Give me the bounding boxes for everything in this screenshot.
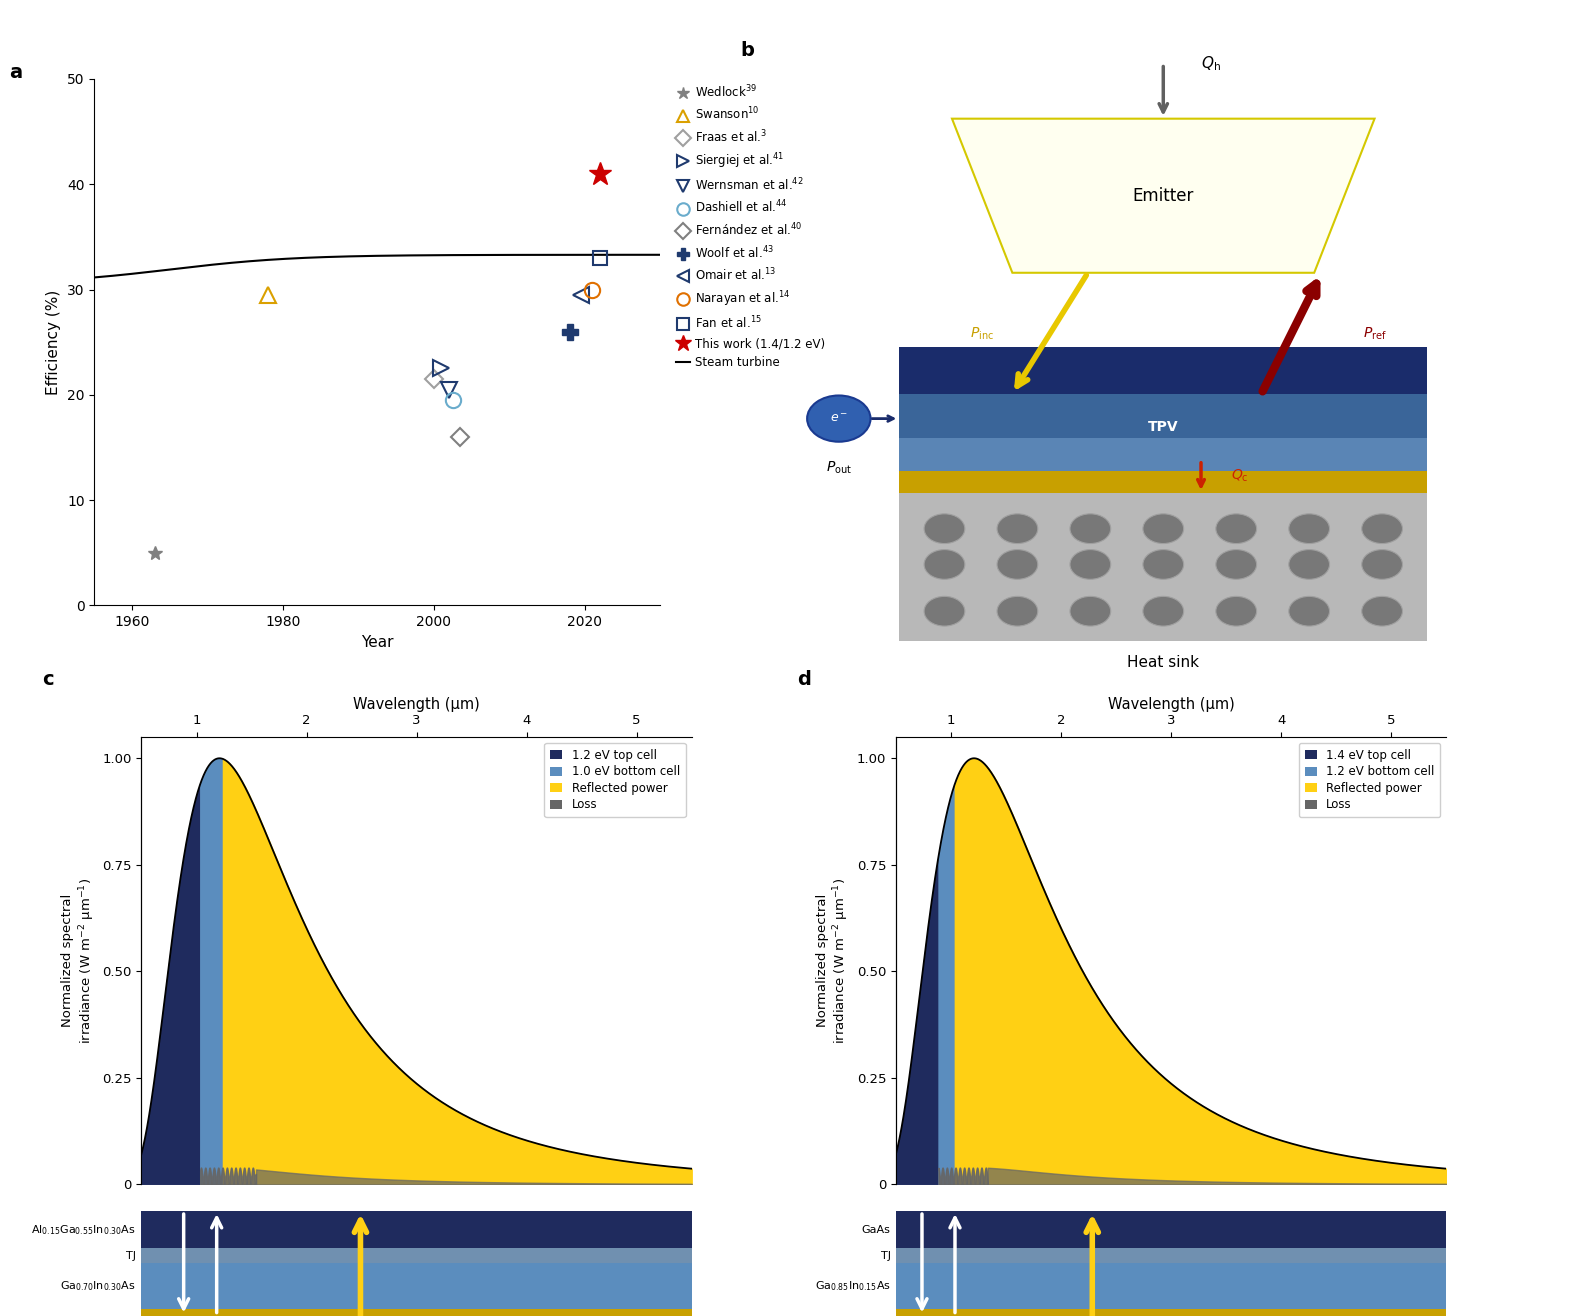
Text: $P_{\mathrm{ref}}$: $P_{\mathrm{ref}}$ — [1363, 325, 1387, 342]
Bar — [899, 347, 1427, 393]
Circle shape — [997, 596, 1038, 626]
Circle shape — [1361, 513, 1402, 544]
Circle shape — [1361, 550, 1402, 579]
Bar — [896, 1308, 1446, 1316]
Bar — [899, 438, 1427, 471]
Circle shape — [1071, 596, 1111, 626]
X-axis label: Wavelength (μm): Wavelength (μm) — [1108, 696, 1234, 712]
Bar — [896, 1211, 1446, 1248]
Bar — [899, 494, 1427, 641]
Text: c: c — [42, 670, 53, 688]
Text: Ga$_{0.85}$In$_{0.15}$As: Ga$_{0.85}$In$_{0.15}$As — [814, 1279, 890, 1294]
Text: TPV: TPV — [1148, 420, 1179, 434]
Text: Heat sink: Heat sink — [1127, 655, 1199, 670]
Text: GaAs: GaAs — [861, 1225, 890, 1234]
Text: $P_{\mathrm{inc}}$: $P_{\mathrm{inc}}$ — [970, 325, 994, 342]
Text: b: b — [740, 41, 755, 59]
Circle shape — [924, 513, 965, 544]
Circle shape — [1215, 513, 1256, 544]
Circle shape — [924, 550, 965, 579]
Text: $Q_{\mathrm{h}}$: $Q_{\mathrm{h}}$ — [1201, 54, 1221, 72]
Circle shape — [1071, 550, 1111, 579]
Circle shape — [1215, 596, 1256, 626]
Legend: 1.2 eV top cell, 1.0 eV bottom cell, Reflected power, Loss: 1.2 eV top cell, 1.0 eV bottom cell, Ref… — [544, 742, 685, 817]
Legend: Wedlock$^{39}$, Swanson$^{10}$, Fraas et al.$^{3}$, Siergiej et al.$^{41}$, Wern: Wedlock$^{39}$, Swanson$^{10}$, Fraas et… — [671, 79, 830, 374]
Text: 1.2 eV: 1.2 eV — [696, 1225, 733, 1234]
Y-axis label: Normalized spectral
irradiance (W m$^{-2}$ μm$^{-1}$): Normalized spectral irradiance (W m$^{-2… — [61, 878, 97, 1044]
X-axis label: Wavelength (μm): Wavelength (μm) — [354, 696, 479, 712]
Circle shape — [1289, 513, 1330, 544]
Bar — [899, 471, 1427, 494]
Text: 1.4 eV: 1.4 eV — [1451, 1225, 1487, 1234]
Circle shape — [806, 396, 871, 442]
Bar — [141, 1308, 692, 1316]
Bar — [141, 1248, 692, 1263]
Circle shape — [1143, 513, 1184, 544]
Text: d: d — [797, 670, 811, 688]
Text: $e^-$: $e^-$ — [830, 412, 847, 425]
Text: $P_{\mathrm{out}}$: $P_{\mathrm{out}}$ — [825, 459, 852, 476]
Text: a: a — [9, 63, 22, 82]
Bar — [141, 1211, 692, 1248]
Text: 1.0 eV: 1.0 eV — [696, 1282, 733, 1291]
Y-axis label: Efficiency (%): Efficiency (%) — [47, 290, 61, 395]
Circle shape — [1071, 513, 1111, 544]
Circle shape — [997, 513, 1038, 544]
Text: Emitter: Emitter — [1132, 187, 1195, 205]
Text: TJ: TJ — [880, 1252, 890, 1261]
Bar — [896, 1248, 1446, 1263]
Circle shape — [1361, 596, 1402, 626]
X-axis label: Year: Year — [362, 634, 393, 650]
Circle shape — [1143, 550, 1184, 579]
Bar — [896, 1263, 1446, 1308]
Text: Ga$_{0.70}$In$_{0.30}$As: Ga$_{0.70}$In$_{0.30}$As — [60, 1279, 135, 1294]
Legend: 1.4 eV top cell, 1.2 eV bottom cell, Reflected power, Loss: 1.4 eV top cell, 1.2 eV bottom cell, Ref… — [1298, 742, 1440, 817]
Circle shape — [924, 596, 965, 626]
Y-axis label: Normalized spectral
irradiance (W m$^{-2}$ μm$^{-1}$): Normalized spectral irradiance (W m$^{-2… — [816, 878, 852, 1044]
Bar — [141, 1263, 692, 1308]
Circle shape — [1215, 550, 1256, 579]
Text: Al$_{0.15}$Ga$_{0.55}$In$_{0.30}$As: Al$_{0.15}$Ga$_{0.55}$In$_{0.30}$As — [31, 1223, 135, 1237]
Circle shape — [997, 550, 1038, 579]
Text: TJ: TJ — [126, 1252, 135, 1261]
Circle shape — [1289, 596, 1330, 626]
Polygon shape — [953, 118, 1374, 272]
Circle shape — [1143, 596, 1184, 626]
Text: $Q_{\mathrm{c}}$: $Q_{\mathrm{c}}$ — [1231, 467, 1248, 483]
Bar — [899, 393, 1427, 438]
Text: 1.2 eV: 1.2 eV — [1451, 1282, 1487, 1291]
Circle shape — [1289, 550, 1330, 579]
